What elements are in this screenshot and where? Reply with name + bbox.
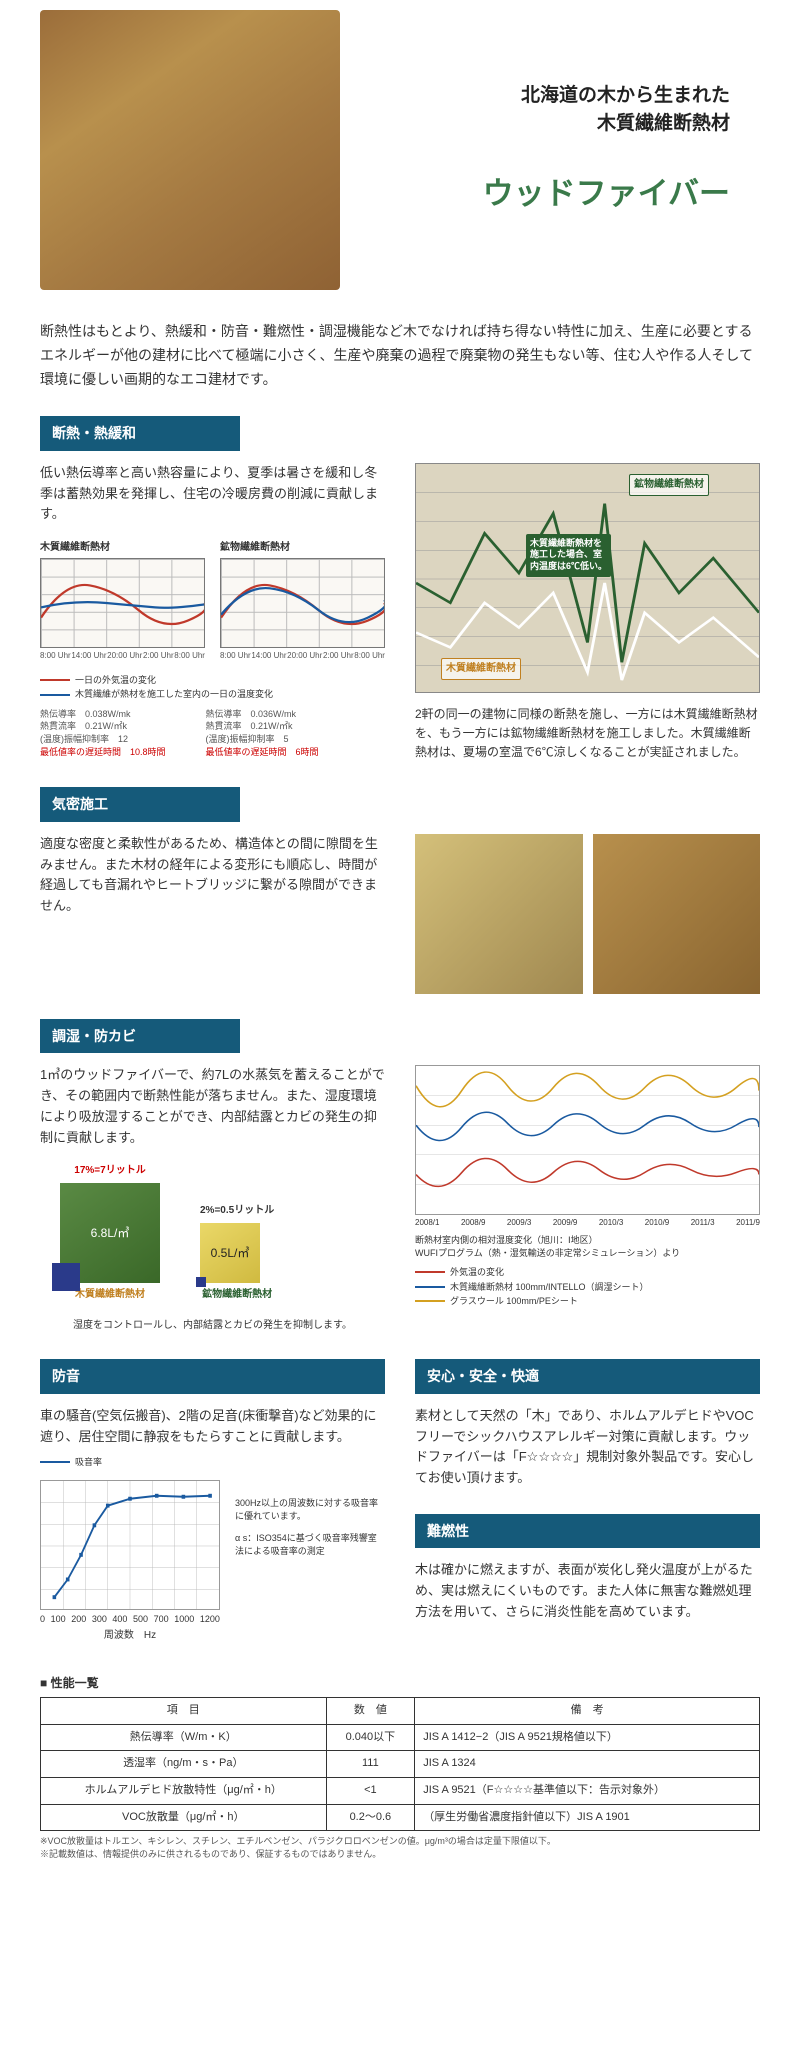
humidity-sub: 湿度をコントロールし、内部結露とカビの発生を抑制します。	[40, 1318, 385, 1334]
table-row: ホルムアルデヒド放散特性（μg/㎡・h）<1JIS A 9521（F☆☆☆☆基準…	[41, 1778, 760, 1805]
section-lead: 車の騒音(空気伝搬音)、2階の足音(床衝撃音)など効果的に遮り、居住空間に静寂を…	[40, 1406, 385, 1448]
chart-humidity	[415, 1065, 760, 1215]
table-header: 項 目	[41, 1698, 327, 1725]
section-lead: 低い熱伝導率と高い熱容量により、夏季は暑さを緩和し冬季は蓄熱効果を発揮し、住宅の…	[40, 463, 385, 525]
hero-subtitle: 北海道の木から生まれた 木質繊維断熱材	[370, 82, 760, 139]
cube-wood-fiber: 17%=7リットル 6.8L/㎥ 木質繊維断熱材	[60, 1163, 160, 1303]
section-lead: 1㎥のウッドファイバーで、約7Lの水蒸気を蓄えることができ、その範囲内で断熱性能…	[40, 1065, 385, 1148]
section-lead: 適度な密度と柔軟性があるため、構造体との間に隙間を生みません。また木材の経年によ…	[40, 834, 385, 994]
section-title: 防音	[40, 1359, 385, 1393]
chart-wood-fiber-temp: 木質繊維断熱材 8:00 Uhr14:00 Uhr20:00 Uhr2:00 U…	[40, 540, 205, 663]
cube-mineral-fiber: 2%=0.5リットル 0.5L/㎥ 鉱物繊維断熱材	[200, 1203, 274, 1303]
section-humidity: 調湿・防カビ 1㎥のウッドファイバーで、約7Lの水蒸気を蓄えることができ、その範…	[40, 1019, 760, 1335]
spec-wood: 熱伝導率 0.038W/mk 熱貫流率 0.21W/㎡k (温度)振幅抑制率 1…	[40, 708, 166, 758]
section-flame: 難燃性 木は確かに燃えますが、表面が炭化し発火温度が上がるため、実は燃えにくいも…	[415, 1514, 760, 1623]
hero-title: ウッドファイバー	[370, 169, 760, 219]
section-sound: 防音 車の騒音(空気伝搬音)、2階の足音(床衝撃音)など効果的に遮り、居住空間に…	[40, 1359, 385, 1644]
performance-table: 項 目 数 値 備 考 熱伝導率（W/m・K）0.040以下JIS A 1412…	[40, 1697, 760, 1831]
product-image	[40, 10, 340, 290]
section-title: 安心・安全・快適	[415, 1359, 760, 1393]
chart-comparison-large: 鉱物繊維断熱材 木質繊維断熱材を 施工した場合、室 内温度は6℃低い。 木質繊維…	[415, 463, 760, 693]
table-title: ■ 性能一覧	[40, 1674, 760, 1693]
section-safety: 安心・安全・快適 素材として天然の「木」であり、ホルムアルデヒドやVOCフリーで…	[415, 1359, 760, 1489]
big-chart-note: 2軒の同一の建物に同様の断熱を施し、一方には木質繊維断熱材を、もう一方には鉱物繊…	[415, 705, 760, 763]
airtight-image-1	[415, 834, 583, 994]
table-notes: ※VOC放散量はトルエン、キシレン、スチレン、エチルベンゼン、パラジクロロベンゼ…	[40, 1835, 760, 1860]
section-body: 素材として天然の「木」であり、ホルムアルデヒドやVOCフリーでシックハウスアレル…	[415, 1406, 760, 1489]
airtight-image-2	[593, 834, 761, 994]
chart-sound-absorption: 吸音率 α s	[40, 1480, 220, 1610]
table-row: 熱伝導率（W/m・K）0.040以下JIS A 1412−2（JIS A 952…	[41, 1724, 760, 1751]
section-title: 難燃性	[415, 1514, 760, 1548]
table-header: 数 値	[326, 1698, 415, 1725]
section-title: 断熱・熱緩和	[40, 416, 240, 450]
section-insulation: 断熱・熱緩和 低い熱伝導率と高い熱容量により、夏季は暑さを緩和し冬季は蓄熱効果を…	[40, 416, 760, 762]
section-body: 木は確かに燃えますが、表面が炭化し発火温度が上がるため、実は燃えにくいものです。…	[415, 1560, 760, 1622]
spec-mineral: 熱伝導率 0.036W/mk 熱貫流率 0.21W/㎡k (温度)振幅抑制率 5…	[206, 708, 319, 758]
hero: 北海道の木から生まれた 木質繊維断熱材 ウッドファイバー	[40, 0, 760, 290]
table-header: 備 考	[415, 1698, 760, 1725]
table-row: 透湿率（ng/m・s・Pa）111JIS A 1324	[41, 1751, 760, 1778]
intro-text: 断熱性はもとより、熱緩和・防音・難燃性・調湿機能など木でなければ持ち得ない特性に…	[40, 320, 760, 391]
table-row: VOC放散量（μg/㎡・h）0.2〜0.6（厚生労働省濃度指針値以下）JIS A…	[41, 1804, 760, 1831]
section-title: 調湿・防カビ	[40, 1019, 240, 1053]
chart-mineral-fiber-temp: 鉱物繊維断熱材 8:00 Uhr14:00 Uhr20:00 Uhr2:00 U…	[220, 540, 385, 663]
section-airtight: 気密施工 適度な密度と柔軟性があるため、構造体との間に隙間を生みません。また木材…	[40, 787, 760, 993]
section-title: 気密施工	[40, 787, 240, 821]
